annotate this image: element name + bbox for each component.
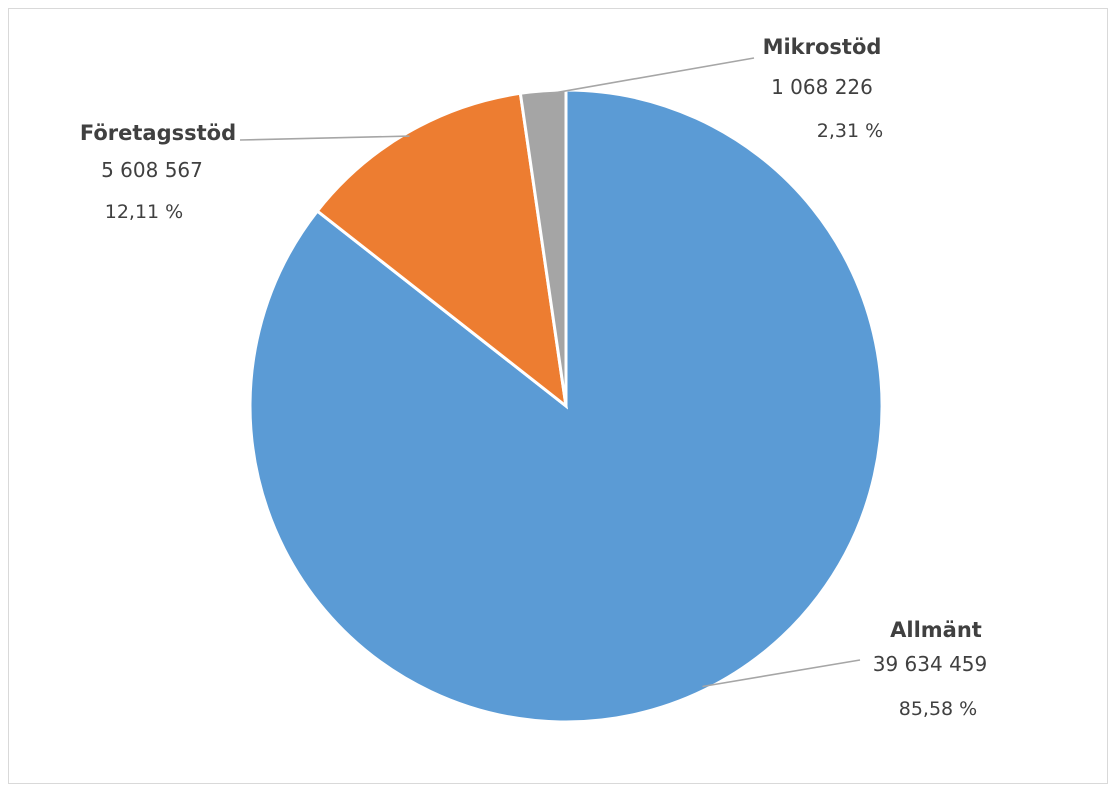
pie-slice-foretagsstod	[315, 91, 569, 410]
slices-layer	[248, 88, 884, 724]
slice-label-name: Företagsstöd	[80, 121, 236, 145]
leader-line	[543, 57, 755, 96]
slice-label-value: 1 068 226	[771, 75, 873, 99]
slice-label-value: 39 634 459	[873, 652, 988, 676]
leader-lines-layer	[239, 57, 861, 688]
slice-label-name: Allmänt	[890, 618, 982, 642]
label-foretagsstod: Företagsstöd 5 608 567 12,11 %	[80, 121, 236, 223]
label-allmant: Allmänt 39 634 459 85,58 %	[873, 618, 988, 720]
pie-slice-mikrostod	[518, 88, 568, 407]
slice-label-percent: 12,11 %	[105, 201, 184, 223]
slice-label-percent: 85,58 %	[899, 698, 978, 720]
label-mikrostod: Mikrostöd 1 068 226 2,31 %	[763, 35, 884, 142]
leader-line	[702, 659, 861, 688]
slice-label-name: Mikrostöd	[763, 35, 882, 59]
leader-line	[239, 135, 410, 141]
slice-label-percent: 2,31 %	[817, 120, 883, 142]
slice-label-value: 5 608 567	[101, 158, 203, 182]
